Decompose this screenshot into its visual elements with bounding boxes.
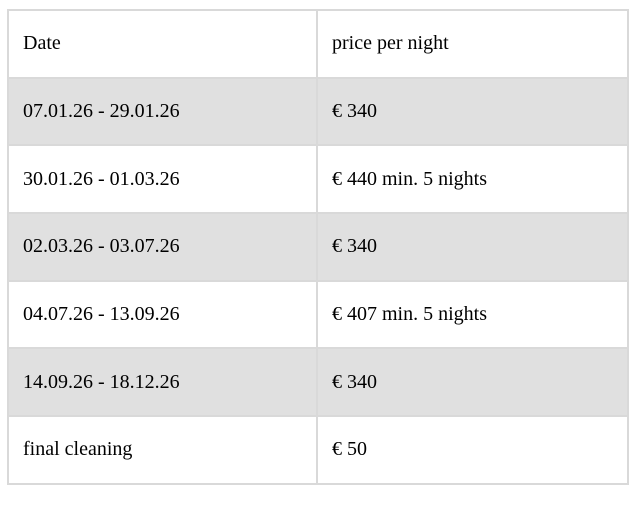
table-row: 04.07.26 - 13.09.26 € 407 min. 5 nights xyxy=(7,279,629,350)
cell-date: final cleaning xyxy=(7,415,318,485)
cell-price: € 340 xyxy=(316,76,629,147)
column-header-price: price per night xyxy=(316,9,629,79)
table-row: 02.03.26 - 03.07.26 € 340 xyxy=(7,212,629,282)
cell-price: € 407 min. 5 nights xyxy=(316,279,629,350)
table-row: 30.01.26 - 01.03.26 € 440 min. 5 nights xyxy=(7,144,629,215)
cell-price: € 340 xyxy=(316,347,629,418)
column-header-date: Date xyxy=(7,9,318,79)
cell-date: 02.03.26 - 03.07.26 xyxy=(7,212,318,282)
cell-price: € 50 xyxy=(316,415,629,485)
cell-date: 04.07.26 - 13.09.26 xyxy=(7,279,318,350)
table-row: 07.01.26 - 29.01.26 € 340 xyxy=(7,76,629,147)
cell-date: 14.09.26 - 18.12.26 xyxy=(7,347,318,418)
price-table: Date price per night 07.01.26 - 29.01.26… xyxy=(7,9,629,485)
header-row: Date price per night xyxy=(7,9,629,79)
table-row: final cleaning € 50 xyxy=(7,415,629,485)
cell-price: € 440 min. 5 nights xyxy=(316,144,629,215)
cell-date: 07.01.26 - 29.01.26 xyxy=(7,76,318,147)
cell-price: € 340 xyxy=(316,212,629,282)
cell-date: 30.01.26 - 01.03.26 xyxy=(7,144,318,215)
table-row: 14.09.26 - 18.12.26 € 340 xyxy=(7,347,629,418)
